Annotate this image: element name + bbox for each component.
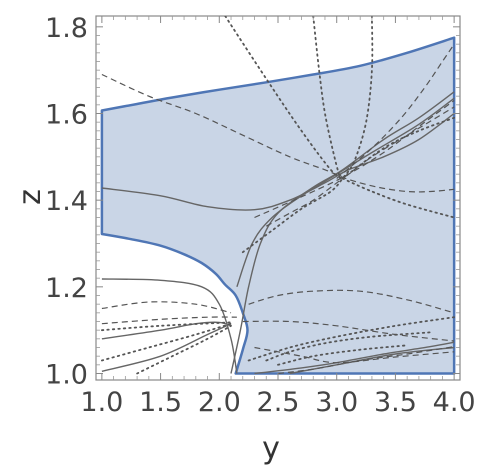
series-dotted-line-23 (277, 344, 409, 366)
series-dashed-line-17 (277, 346, 455, 375)
x-tick-label: 2.0 (198, 387, 241, 418)
series-dashed-line-9 (254, 100, 455, 219)
series-dotted-line-22 (265, 331, 432, 362)
shaded-region (100, 36, 456, 375)
axis-ticks: 1.0 1.5 2.0 2.5 3.0 3.5 4.0 1.0 1.2 1.4 1.6 1.8 (45, 13, 476, 418)
series-solid-line-6 (254, 341, 455, 375)
series-dotted-line-24 (312, 16, 342, 180)
y-axis-label: z (13, 189, 48, 205)
series-dotted-line-29 (241, 177, 344, 254)
y-tick-label: 1.2 (45, 273, 88, 304)
series-dashed-line-12 (101, 301, 232, 314)
x-tick-label: 2.5 (257, 387, 300, 418)
y-tick-label: 1.6 (45, 100, 88, 131)
series-solid-line-5 (101, 323, 232, 372)
series-solid-line-3 (101, 278, 238, 374)
series-dotted-line-25 (224, 16, 344, 180)
x-axis-label: y (262, 431, 280, 466)
series-dashed-line-10 (336, 43, 455, 179)
x-tick-label: 3.5 (374, 387, 417, 418)
series-dotted-line-19 (136, 324, 232, 375)
series-dotted-line-18 (101, 322, 232, 362)
region-area (100, 36, 456, 375)
series-dotted-line-28 (341, 116, 455, 180)
series-dashed-line-15 (242, 320, 455, 342)
contour-lines (101, 16, 455, 375)
series-dotted-line-26 (341, 16, 374, 180)
y-tick-label: 1.4 (45, 186, 88, 217)
series-dotted-line-21 (247, 316, 455, 362)
x-tick-label: 1.0 (80, 387, 123, 418)
series-dashed-line-14 (248, 289, 455, 314)
x-tick-label: 3.0 (315, 387, 358, 418)
series-solid-line-2 (236, 97, 455, 288)
y-tick-label: 1.8 (45, 13, 88, 44)
series-dashed-line-13 (101, 316, 237, 325)
series-dotted-line-27 (341, 177, 455, 219)
x-tick-label: 4.0 (433, 387, 476, 418)
series-dashed-line-8 (101, 73, 455, 193)
x-tick-label: 1.5 (139, 387, 182, 418)
y-tick-label: 1.0 (45, 360, 88, 391)
